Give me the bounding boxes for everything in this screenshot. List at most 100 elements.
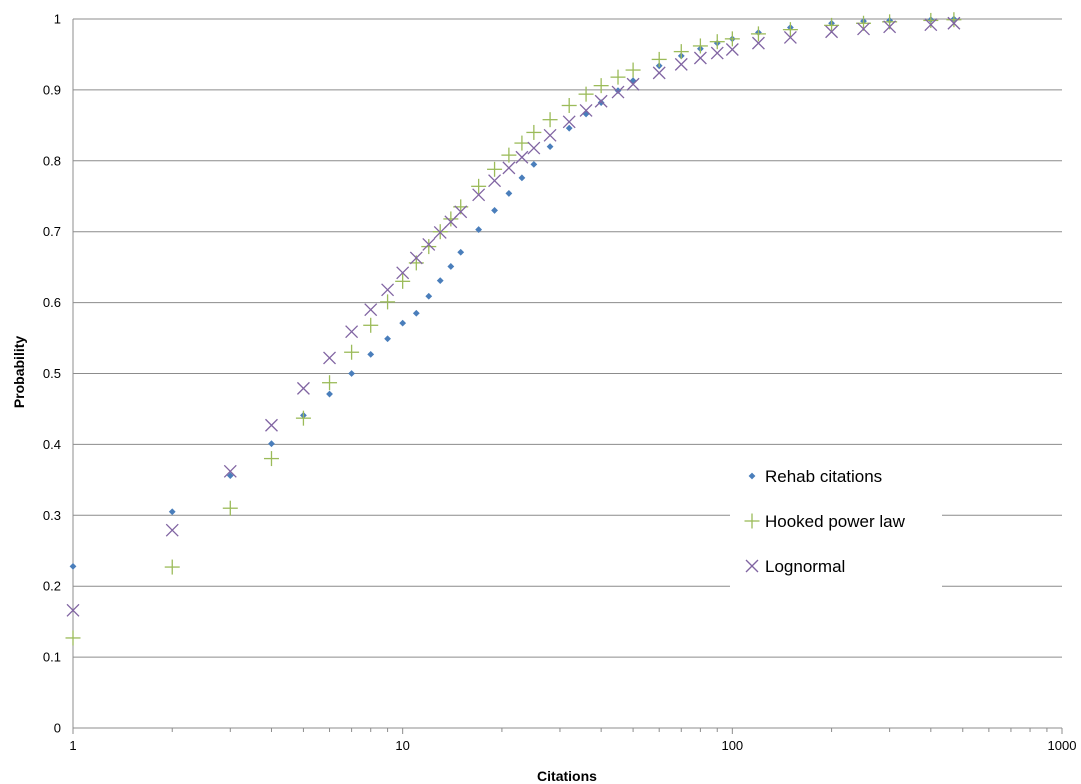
data-point (857, 22, 870, 36)
data-point (223, 464, 237, 478)
x-tick-label: 100 (721, 738, 743, 753)
data-point (924, 18, 938, 32)
y-tick-label: 0.5 (43, 366, 61, 381)
data-point (363, 317, 379, 333)
data-point (345, 325, 359, 339)
data-point (515, 150, 529, 164)
data-point (652, 66, 666, 80)
data-point (381, 283, 395, 297)
data-point (693, 51, 707, 65)
y-tick-label: 0.6 (43, 295, 61, 310)
data-point (824, 17, 840, 33)
legend-label: Hooked power law (765, 512, 906, 531)
y-tick-label: 0.1 (43, 650, 61, 665)
data-point (782, 22, 798, 38)
legend-marker (744, 513, 760, 529)
data-point (562, 115, 576, 129)
data-point (454, 205, 468, 219)
data-point (724, 31, 740, 47)
data-point (344, 344, 360, 360)
data-point (412, 309, 420, 317)
data-point (751, 36, 765, 50)
data-point (518, 174, 526, 182)
data-point (471, 178, 487, 194)
x-tick-label: 1 (69, 738, 76, 753)
data-point (565, 124, 573, 132)
data-point (367, 350, 375, 358)
data-point (625, 62, 641, 78)
data-point (527, 141, 541, 155)
data-point (597, 99, 605, 107)
data-point (443, 211, 459, 227)
data-point (923, 12, 939, 28)
data-point (323, 351, 336, 365)
data-point (526, 124, 542, 140)
x-axis: 1 10 100 1000 (69, 727, 1077, 753)
data-point (530, 160, 538, 168)
x-tick-label: 1000 (1048, 738, 1077, 753)
data-point (472, 188, 486, 202)
y-tick-label: 0 (54, 721, 61, 736)
y-tick-label: 0.3 (43, 508, 61, 523)
legend-label: Rehab citations (765, 467, 882, 486)
data-point (168, 508, 176, 516)
data-point (546, 143, 554, 151)
y-axis: 0 0.1 0.2 0.3 0.4 0.5 0.6 0.7 0.8 0.9 1 (43, 12, 74, 736)
data-point (673, 44, 689, 60)
data-point (579, 104, 593, 117)
data-point (263, 451, 279, 467)
data-point (611, 85, 625, 99)
y-tick-label: 1 (54, 12, 61, 27)
data-point (380, 294, 396, 310)
data-point (488, 174, 502, 188)
series-1 (65, 12, 962, 646)
data-point (165, 523, 179, 537)
data-point (629, 77, 637, 85)
data-point (582, 110, 590, 118)
data-point (674, 57, 688, 71)
data-point (66, 603, 80, 617)
data-point (409, 251, 423, 265)
data-point (384, 335, 391, 343)
y-tick-label: 0.7 (43, 224, 61, 239)
data-point (399, 319, 407, 327)
data-point (487, 161, 503, 177)
data-point (322, 375, 338, 391)
legend-marker (745, 559, 759, 573)
legend-background (730, 452, 942, 588)
data-point (709, 34, 725, 50)
data-point (651, 51, 667, 67)
data-point (425, 292, 433, 300)
data-point (436, 277, 444, 285)
data-point (505, 190, 513, 197)
legend: Rehab citations Hooked power law Lognormal (730, 452, 942, 588)
data-point (542, 112, 558, 128)
data-point (561, 97, 577, 113)
data-point (364, 303, 378, 317)
data-point (947, 16, 961, 30)
data-point (491, 207, 498, 214)
data-point (594, 94, 608, 108)
data-point (395, 273, 411, 289)
data-point (65, 630, 81, 646)
data-point (421, 239, 437, 255)
data-point (692, 38, 708, 54)
data-point (433, 225, 447, 239)
y-tick-label: 0.8 (43, 153, 61, 168)
y-tick-label: 0.2 (43, 579, 61, 594)
data-point (348, 370, 356, 377)
data-point (396, 266, 410, 280)
data-point (295, 410, 311, 426)
data-point (593, 78, 609, 94)
legend-label: Lognormal (765, 557, 845, 576)
data-point (543, 128, 557, 142)
data-point (475, 226, 483, 233)
x-tick-label: 10 (395, 738, 409, 753)
plot-area (65, 12, 962, 646)
data-point (268, 440, 275, 448)
data-point (514, 135, 530, 151)
data-point (326, 390, 333, 398)
data-point (501, 147, 517, 163)
data-point (296, 381, 310, 395)
